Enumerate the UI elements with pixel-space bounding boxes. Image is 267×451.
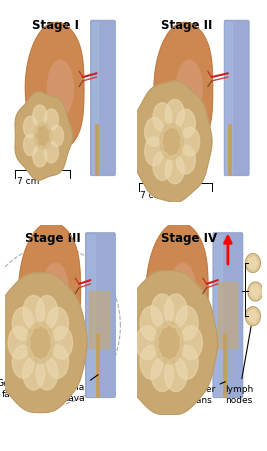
Text: Stage III: Stage III — [25, 231, 81, 244]
Circle shape — [140, 345, 163, 380]
Circle shape — [252, 317, 256, 323]
Circle shape — [27, 322, 54, 364]
Circle shape — [252, 257, 256, 262]
Circle shape — [254, 261, 258, 266]
Circle shape — [50, 126, 64, 147]
Circle shape — [8, 327, 30, 359]
Circle shape — [176, 345, 198, 380]
Circle shape — [151, 295, 174, 328]
Circle shape — [36, 357, 58, 390]
Text: Gerota's
fascia: Gerota's fascia — [0, 361, 34, 398]
Polygon shape — [245, 307, 260, 326]
Circle shape — [33, 146, 47, 167]
Text: Vena
Cava: Vena Cava — [63, 375, 98, 402]
Circle shape — [251, 287, 255, 292]
Circle shape — [23, 117, 37, 138]
Circle shape — [181, 128, 200, 156]
Circle shape — [145, 118, 164, 147]
Polygon shape — [245, 254, 260, 273]
Text: Stage I: Stage I — [32, 19, 79, 32]
Circle shape — [176, 146, 195, 175]
Circle shape — [254, 313, 258, 319]
Polygon shape — [154, 23, 213, 151]
Text: Stage II: Stage II — [161, 19, 212, 32]
Text: 7 cm: 7 cm — [17, 177, 39, 186]
FancyBboxPatch shape — [90, 21, 115, 176]
Circle shape — [33, 106, 47, 127]
Circle shape — [153, 152, 172, 181]
Polygon shape — [170, 263, 196, 320]
FancyBboxPatch shape — [85, 233, 115, 398]
Circle shape — [136, 326, 158, 360]
Text: 7 cm: 7 cm — [140, 190, 163, 199]
Circle shape — [249, 316, 252, 322]
Circle shape — [165, 358, 187, 391]
Circle shape — [145, 138, 164, 166]
FancyBboxPatch shape — [213, 233, 243, 398]
Circle shape — [160, 124, 183, 160]
Circle shape — [23, 135, 37, 156]
Polygon shape — [25, 23, 84, 151]
Circle shape — [153, 104, 172, 132]
Polygon shape — [19, 223, 80, 356]
Circle shape — [47, 308, 68, 341]
Polygon shape — [176, 61, 202, 118]
Circle shape — [23, 357, 45, 390]
Circle shape — [249, 258, 252, 264]
Polygon shape — [42, 263, 68, 320]
Circle shape — [165, 295, 187, 328]
Polygon shape — [15, 92, 72, 180]
Circle shape — [12, 345, 34, 378]
Circle shape — [23, 296, 45, 329]
Circle shape — [140, 306, 163, 341]
Circle shape — [44, 110, 58, 131]
Text: to other
organs: to other organs — [179, 382, 225, 404]
Circle shape — [166, 100, 184, 129]
Circle shape — [252, 310, 256, 316]
Polygon shape — [248, 282, 263, 301]
Text: lymph
nodes: lymph nodes — [225, 319, 253, 404]
Circle shape — [51, 327, 73, 359]
Circle shape — [251, 291, 255, 297]
Circle shape — [47, 345, 68, 378]
Circle shape — [257, 289, 260, 295]
Circle shape — [12, 308, 34, 341]
Polygon shape — [132, 82, 212, 203]
Circle shape — [36, 296, 58, 329]
Circle shape — [180, 326, 202, 360]
Circle shape — [254, 285, 258, 291]
Circle shape — [176, 110, 195, 138]
Text: Stage IV: Stage IV — [161, 231, 217, 244]
Circle shape — [166, 156, 184, 184]
Circle shape — [249, 311, 252, 317]
Circle shape — [34, 123, 52, 150]
Circle shape — [252, 264, 256, 270]
Circle shape — [254, 293, 258, 298]
Polygon shape — [0, 273, 87, 413]
Circle shape — [151, 358, 174, 391]
FancyBboxPatch shape — [224, 21, 249, 176]
Polygon shape — [121, 271, 217, 415]
Polygon shape — [146, 223, 208, 356]
Circle shape — [44, 142, 58, 163]
Circle shape — [155, 322, 183, 364]
Polygon shape — [47, 61, 73, 118]
Circle shape — [176, 306, 198, 341]
Circle shape — [249, 263, 252, 268]
